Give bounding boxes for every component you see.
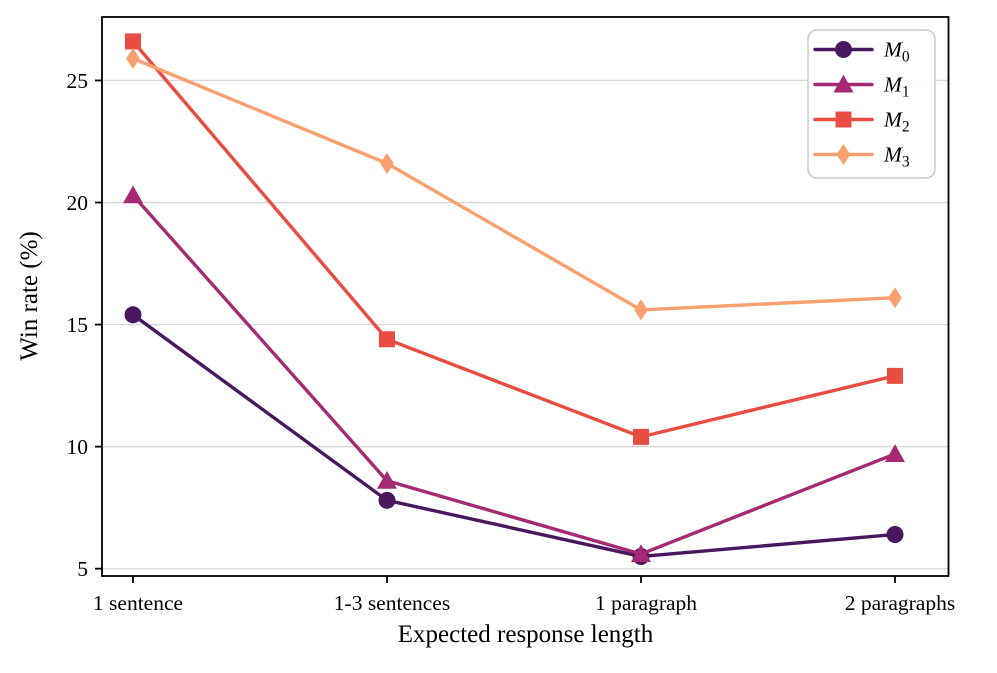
y-tick-label: 15 <box>67 313 89 337</box>
diamond-marker <box>380 152 394 174</box>
x-tick-label: 1 sentence <box>93 591 183 615</box>
triangle-marker <box>833 74 854 93</box>
square-marker <box>125 33 141 50</box>
diamond-marker <box>836 144 851 165</box>
triangle-marker <box>885 444 905 462</box>
circle-marker <box>886 526 904 544</box>
y-tick-label: 10 <box>67 435 89 459</box>
triangle-marker <box>631 544 651 563</box>
x-axis-title: Expected response length <box>397 621 654 648</box>
legend-label: M1 <box>883 73 910 101</box>
diamond-marker <box>634 299 648 321</box>
plot-border <box>101 16 950 577</box>
y-tick-label: 20 <box>67 191 89 215</box>
series-line <box>131 56 897 312</box>
legend-label: M3 <box>883 143 910 171</box>
circle-marker <box>378 491 396 509</box>
series-line <box>131 313 897 559</box>
x-tick-label: 2 paragraphs <box>845 591 955 615</box>
triangle-marker <box>123 185 143 204</box>
legend-box <box>807 29 936 179</box>
square-marker <box>633 428 649 445</box>
triangle-marker <box>377 470 397 489</box>
y-axis-title: Win rate (%) <box>16 231 43 361</box>
square-marker <box>887 367 903 384</box>
x-tick-label: 1 paragraph <box>595 591 697 615</box>
circle-marker <box>835 41 852 58</box>
series-line <box>131 193 897 556</box>
y-tick-label: 25 <box>67 69 89 93</box>
legend-label: M0 <box>883 38 910 66</box>
y-tick-label: 5 <box>77 557 88 581</box>
diamond-marker <box>888 287 902 309</box>
circle-marker <box>124 306 142 324</box>
square-marker <box>835 111 852 128</box>
x-tick-label: 1-3 sentences <box>334 591 450 615</box>
square-marker <box>379 331 395 348</box>
legend-label: M2 <box>883 108 910 136</box>
diamond-marker <box>126 47 140 69</box>
series-line <box>131 39 897 439</box>
